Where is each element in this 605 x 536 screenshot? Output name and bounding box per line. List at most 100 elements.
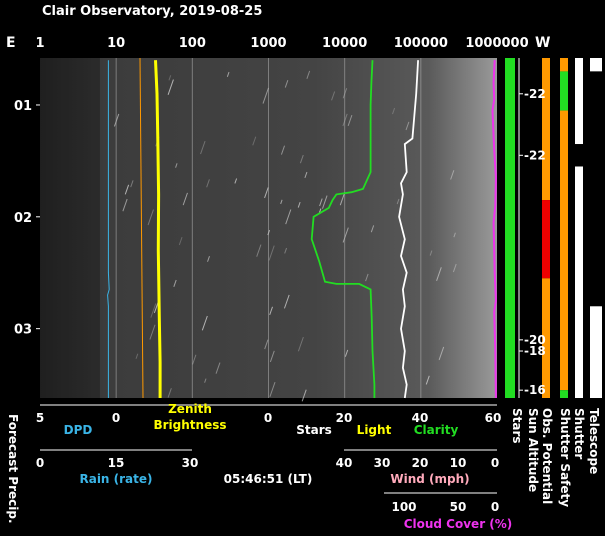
forecast-precip-label: Forecast Precip. — [6, 414, 20, 524]
column-label-stars: Stars — [510, 408, 524, 444]
star-trail — [269, 306, 273, 316]
wind-tick-40: 40 — [336, 456, 353, 470]
star-trail — [297, 201, 301, 208]
dpd-series-line — [107, 60, 110, 398]
telescope-segment — [590, 58, 602, 72]
star-trail — [268, 245, 275, 261]
star-trail — [234, 178, 238, 184]
star-trail — [342, 227, 349, 243]
stars-segment — [505, 58, 515, 398]
star-trail — [215, 362, 221, 374]
zenith-tick-20: 20 — [336, 411, 353, 425]
star-trail — [178, 236, 183, 246]
obs-potential-segment — [542, 278, 550, 398]
top-tick-100: 100 — [179, 36, 206, 51]
stars-series-line — [398, 60, 419, 399]
star-trail — [124, 184, 130, 195]
star-trail — [280, 199, 283, 205]
star-trail — [452, 263, 457, 273]
rain-tick-30: 30 — [182, 456, 199, 470]
star-trail — [285, 209, 292, 225]
cloud-tick-50: 50 — [450, 500, 467, 514]
star-trail — [429, 250, 433, 256]
status-column-labels: Stars Sun Altitude Obs. Potential Shutter S… — [510, 408, 601, 507]
star-trail — [280, 145, 285, 155]
zenith-tick-60: 60 — [485, 411, 502, 425]
star-trail — [200, 140, 206, 155]
rain-tick-0: 0 — [36, 456, 44, 470]
star-trail — [206, 179, 210, 188]
rain-tick-15: 15 — [108, 456, 125, 470]
star-trail — [339, 192, 346, 206]
rain-label: Rain (rate) — [79, 472, 152, 486]
hour-label-01: 01 — [14, 99, 32, 114]
cloud-series-line — [491, 60, 497, 399]
column-label-obs-potential: Obs. Potential — [540, 408, 554, 504]
star-trail — [396, 198, 400, 205]
top-tick-10000: 10000 — [322, 36, 367, 51]
star-trail — [284, 247, 288, 254]
sun-altitude-label: -20 — [524, 333, 546, 347]
shutter-segment — [575, 58, 583, 145]
telescope-segment — [590, 306, 602, 398]
top-tick-1000000: 1000000 — [465, 36, 528, 51]
star-trail — [175, 163, 178, 168]
sun-altitude-labels: -22 -22 -20-18 -16 — [519, 87, 546, 397]
star-trail — [283, 294, 290, 309]
star-trail — [299, 154, 304, 164]
light-label: Light — [357, 423, 392, 437]
top-tick-100000: 100000 — [394, 36, 448, 51]
series-layer — [107, 57, 497, 399]
star-trail — [149, 324, 156, 340]
wind-tick-20: 20 — [412, 456, 429, 470]
star-trail — [450, 170, 455, 180]
sky-image-panel — [40, 58, 497, 402]
star-trail — [192, 354, 197, 365]
wind-label: Wind (mph) — [390, 472, 469, 486]
wind-tick-10: 10 — [450, 456, 467, 470]
top-tick-1: 1 — [35, 36, 44, 51]
shutter-safety-segment — [560, 110, 568, 391]
star-trail — [297, 336, 304, 352]
star-trail — [264, 187, 269, 199]
shutter-segment — [575, 144, 583, 167]
column-label-sun-altitude: Sun Altitude — [526, 408, 540, 492]
clarity-series-line — [310, 60, 376, 398]
star-trail — [365, 273, 369, 282]
sun-altitude-label: -16 — [524, 383, 546, 397]
star-trail — [319, 198, 323, 207]
status-columns — [505, 58, 602, 398]
hour-labels: 01 02 03 — [14, 99, 40, 338]
star-trail — [135, 353, 139, 359]
zenith-tick-40: 40 — [412, 411, 429, 425]
dpd-tick-5: 5 — [36, 411, 44, 425]
light-series-line — [139, 57, 144, 399]
telescope-segment — [590, 71, 602, 307]
chart-title: Clair Observatory, 2019-08-25 — [42, 4, 262, 19]
top-axis-left-label: E — [6, 35, 16, 51]
star-trail — [436, 267, 442, 281]
shutter-safety-segment — [560, 58, 568, 72]
zenith-series-line — [154, 60, 162, 398]
star-trail — [301, 389, 307, 402]
time-readout: 05:46:51 (LT) — [224, 472, 313, 486]
obs-potential-segment — [542, 58, 550, 201]
cloud-tick-100: 100 — [391, 500, 416, 514]
top-tick-1000: 1000 — [250, 36, 286, 51]
column-label-telescope: Telescope — [587, 408, 601, 474]
star-trail — [201, 315, 208, 331]
clarity-label: Clarity — [414, 423, 459, 437]
zenith-label-line2: Brightness — [153, 418, 226, 432]
star-trail — [392, 107, 396, 115]
shutter-safety-segment — [560, 390, 568, 398]
zenith-label-line1: Zenith — [168, 402, 212, 416]
star-trail — [264, 339, 269, 350]
bottom-axes: 5 0 0 20 40 60 DPD Zenith Brightness Sta… — [36, 402, 512, 531]
sun-altitude-label: -22 — [524, 87, 546, 101]
star-trail — [167, 79, 174, 95]
zenith-tick-0: 0 — [264, 411, 272, 425]
star-trail — [284, 80, 289, 88]
star-trail — [304, 171, 308, 179]
sky-image-shade — [40, 58, 100, 398]
